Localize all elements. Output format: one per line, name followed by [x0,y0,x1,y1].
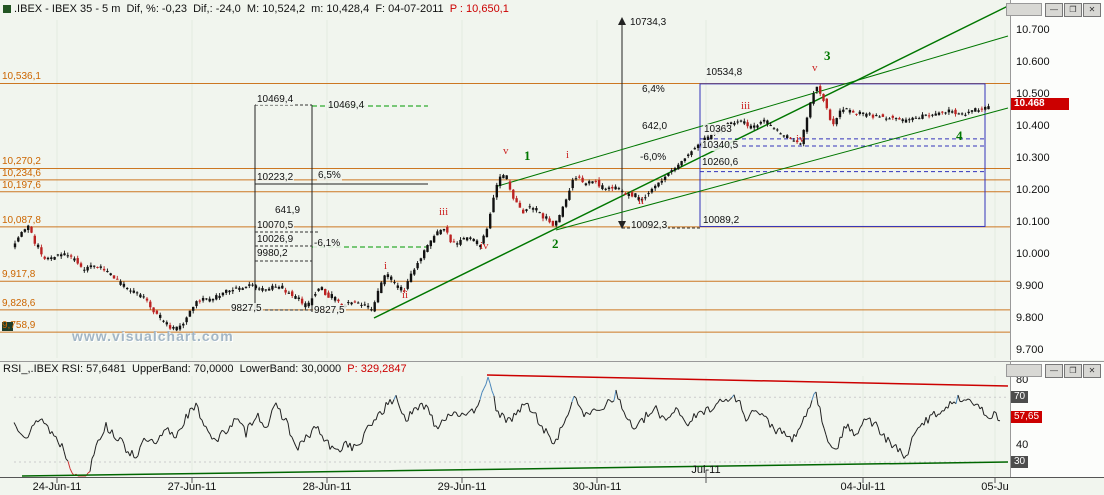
main-chart-title: .IBEX - IBEX 35 - 5 m Dif, %: -0,23 Dif,… [14,3,509,15]
panel-grip[interactable] [1006,364,1042,377]
close-button[interactable]: ✕ [1083,3,1101,17]
minimize-button[interactable]: — [1045,3,1063,17]
rsi-chart-area[interactable] [0,361,1010,478]
last-price-badge: 10.468 [1011,98,1069,110]
rsi-value-axis[interactable] [1010,361,1104,478]
main-chart-area[interactable] [0,0,1010,360]
panel-grip[interactable] [1006,3,1042,16]
maximize-button[interactable]: ❐ [1064,364,1082,378]
rsi-info: RSI_,.IBEX RSI: 57,6481 UpperBand: 70,00… [3,363,348,375]
instrument-info: .IBEX - IBEX 35 - 5 m Dif, %: -0,23 Dif,… [14,3,450,15]
date-axis[interactable] [0,477,1104,495]
price-axis[interactable] [1010,0,1104,360]
month-label: Jul-11 [691,464,721,476]
drawing-anchor-handle[interactable] [2,322,13,331]
minimize-button[interactable]: — [1045,364,1063,378]
maximize-button[interactable]: ❐ [1064,3,1082,17]
rsi-window-controls: — ❐ ✕ [1006,364,1101,378]
main-window-controls: — ❐ ✕ [1006,3,1101,17]
rsi-indicator-title: RSI_,.IBEX RSI: 57,6481 UpperBand: 70,00… [3,363,407,375]
session-price-info: P : 10,650,1 [449,3,509,15]
instrument-icon [3,5,11,13]
close-button[interactable]: ✕ [1083,364,1101,378]
visualchart-watermark: www.visualchart.com [72,328,234,344]
rsi-p-value: P: 329,2847 [347,363,407,375]
